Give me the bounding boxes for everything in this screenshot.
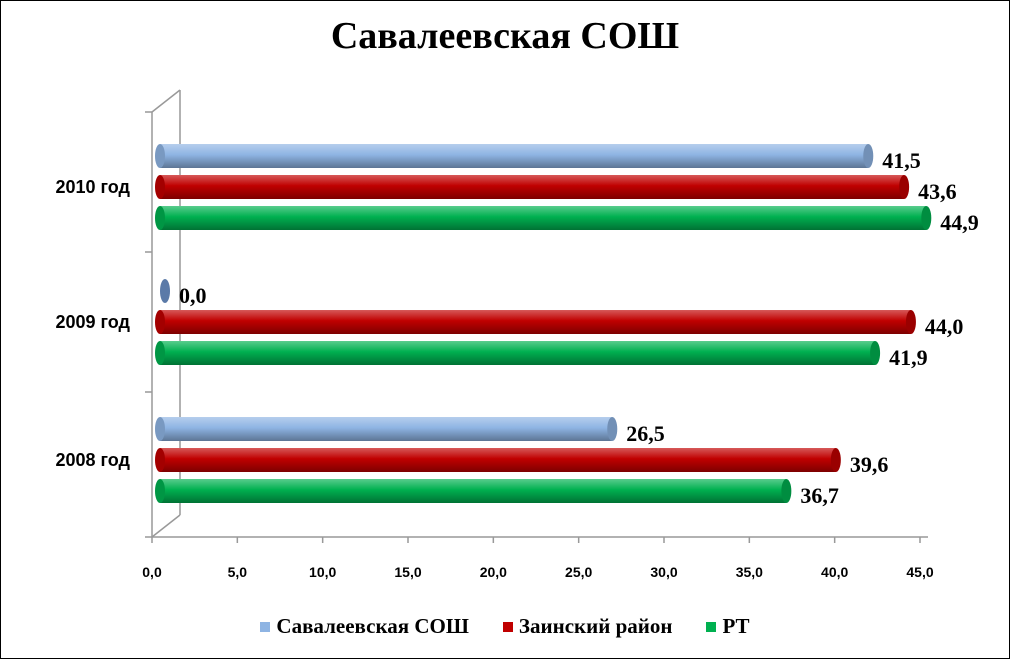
bar-body	[160, 310, 911, 334]
bar-start-cap	[155, 417, 165, 441]
bar	[155, 144, 874, 168]
axis-depth-line-bottom	[151, 514, 181, 538]
data-label: 43,6	[918, 179, 957, 204]
bar-body	[160, 341, 876, 365]
bar-end-cap	[921, 206, 932, 230]
bar-start-cap	[155, 448, 165, 472]
legend-label: Заинский район	[518, 614, 673, 638]
bar-end-cap	[905, 310, 916, 334]
bar-end-cap	[781, 479, 792, 503]
legend-swatch	[706, 621, 717, 632]
bar-body	[160, 175, 905, 199]
bar-start-cap	[155, 479, 165, 503]
chart-bars	[155, 144, 932, 503]
bar-body	[160, 206, 927, 230]
bar-end-cap	[863, 144, 874, 168]
legend-swatch	[260, 621, 271, 632]
x-tick-label: 0,0	[142, 564, 162, 580]
chart-labels: 2010 год 2009 год 2008 год 41,5 43,6 44,9 0,0 4…	[56, 148, 979, 508]
category-label: 2008 год	[56, 450, 131, 470]
bar	[155, 479, 792, 503]
bar-end-cap	[899, 175, 910, 199]
data-label: 44,9	[940, 210, 979, 235]
bar-end-cap	[607, 417, 618, 441]
bar-body	[160, 479, 787, 503]
bar	[155, 206, 932, 230]
axis-depth-line-top	[151, 89, 181, 113]
data-label: 41,9	[889, 345, 928, 370]
x-tick-label: 40,0	[821, 564, 848, 580]
legend-item: РТ	[706, 614, 750, 639]
bar-body	[160, 144, 869, 168]
bar-body	[160, 417, 613, 441]
x-tick-label: 35,0	[736, 564, 763, 580]
bar-start-cap	[155, 206, 165, 230]
data-label: 39,6	[850, 452, 889, 477]
data-label: 44,0	[925, 314, 964, 339]
legend-item: Заинский район	[502, 614, 673, 639]
bar-end-cap	[830, 448, 841, 472]
x-tick-label: 20,0	[480, 564, 507, 580]
bar	[155, 341, 881, 365]
bar-body	[160, 448, 836, 472]
bar	[155, 417, 618, 441]
chart-axes: 0,0 5,0 10,0 15,0 20,0 25,0 30,0 35,0 40,0 45,0	[142, 89, 934, 580]
legend-label: Савалеевская СОШ	[276, 614, 469, 638]
legend-label: РТ	[722, 614, 750, 638]
bar-end-cap	[870, 341, 881, 365]
x-tick-label: 45,0	[906, 564, 933, 580]
bar	[155, 448, 841, 472]
bar-start-cap	[155, 175, 165, 199]
chart-title: Савалеевская СОШ	[330, 15, 680, 57]
data-label: 36,7	[800, 483, 839, 508]
x-tick-label: 15,0	[394, 564, 421, 580]
bar	[155, 310, 916, 334]
category-label: 2010 год	[56, 177, 131, 197]
data-label: 0,0	[179, 283, 207, 308]
legend: Савалеевская СОШ Заинский район РТ	[0, 614, 1010, 639]
x-tick-label: 25,0	[565, 564, 592, 580]
bar-start-cap	[155, 144, 165, 168]
data-label: 41,5	[882, 148, 921, 173]
x-tick-label: 5,0	[228, 564, 248, 580]
bar	[160, 279, 170, 303]
x-tick-label: 10,0	[309, 564, 336, 580]
data-label: 26,5	[626, 421, 665, 446]
x-tick-label: 30,0	[650, 564, 677, 580]
bar-start-cap	[155, 341, 165, 365]
bar-start-cap	[155, 310, 165, 334]
legend-item: Савалеевская СОШ	[260, 614, 469, 639]
category-label: 2009 год	[56, 312, 131, 332]
bar	[155, 175, 910, 199]
legend-swatch	[502, 621, 513, 632]
bar-zero-cap	[160, 279, 170, 303]
